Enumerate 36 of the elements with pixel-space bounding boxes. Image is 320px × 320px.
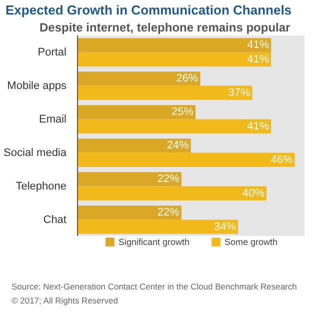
data-label: 41% [247, 53, 270, 66]
bar [78, 119, 272, 134]
data-label: 22% [157, 206, 180, 219]
y-tick-label: Social media [4, 146, 68, 159]
source-note: Source: Next-Generation Contact Center in the Cloud Benchmark Research [12, 282, 298, 292]
bar [78, 220, 238, 234]
bar [78, 172, 182, 186]
chart-title: Expected Growth in Communication Channels [6, 2, 292, 18]
legend-label: Some growth [224, 236, 278, 247]
data-label: 26% [176, 72, 198, 85]
legend-label: Significant growth [118, 236, 190, 247]
bar [78, 86, 252, 100]
data-label: 40% [242, 187, 265, 200]
y-tick-label: Portal [38, 46, 67, 58]
bar [78, 38, 272, 52]
text: © 2017; All Rights Reserved [12, 296, 118, 306]
bar [78, 72, 200, 86]
y-tick-label: Chat [43, 214, 67, 226]
data-label: 41% [247, 39, 270, 52]
chart-subtitle: Despite internet, telephone remains popular [40, 20, 291, 34]
y-tick-label: Mobile apps [7, 80, 67, 92]
data-label: 37% [228, 86, 250, 99]
data-label: 22% [157, 173, 180, 186]
bar [78, 52, 272, 66]
y-tick-label: Email [38, 113, 67, 126]
data-label: 25% [172, 106, 194, 118]
bar [78, 206, 182, 220]
bar [78, 138, 191, 153]
bar [78, 186, 266, 200]
y-tick-label: Telephone [16, 180, 67, 192]
data-label: 41% [247, 120, 270, 132]
data-label: 46% [270, 154, 293, 166]
data-label: 34% [214, 220, 236, 233]
data-label: 24% [166, 140, 190, 152]
bar [78, 152, 295, 167]
bar [78, 105, 196, 120]
